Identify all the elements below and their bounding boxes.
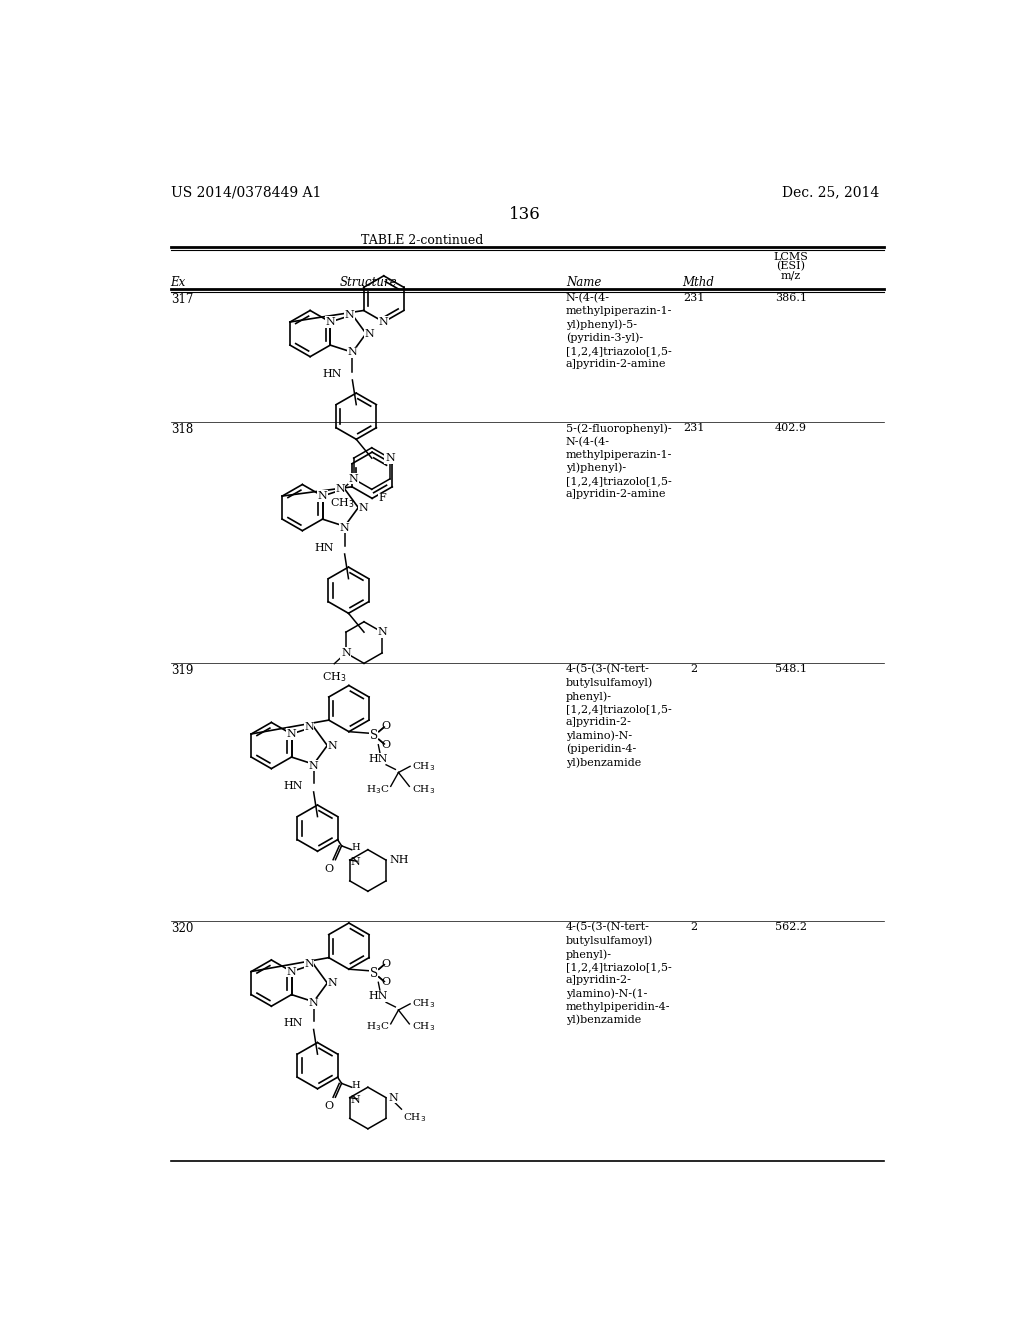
Text: CH$_3$: CH$_3$ (413, 760, 435, 772)
Text: N: N (349, 474, 358, 484)
Text: N: N (287, 966, 296, 977)
Text: N: N (347, 347, 357, 358)
Text: N: N (309, 760, 318, 771)
Text: N: N (304, 722, 313, 731)
Text: O: O (381, 721, 390, 731)
Text: Ex: Ex (171, 276, 186, 289)
Text: HN: HN (284, 1018, 303, 1028)
Text: N: N (309, 998, 318, 1008)
Text: US 2014/0378449 A1: US 2014/0378449 A1 (171, 185, 321, 199)
Text: Structure: Structure (339, 276, 397, 289)
Text: N: N (388, 1093, 398, 1102)
Text: N: N (385, 453, 394, 463)
Text: S: S (370, 729, 378, 742)
Text: HN: HN (369, 991, 388, 1001)
Text: 136: 136 (509, 206, 541, 223)
Text: N: N (358, 503, 368, 512)
Text: N: N (326, 317, 335, 327)
Text: O: O (381, 958, 390, 969)
Text: 402.9: 402.9 (774, 424, 807, 433)
Text: Name: Name (566, 276, 601, 289)
Text: HN: HN (369, 754, 388, 763)
Text: TABLE 2-continued: TABLE 2-continued (361, 234, 483, 247)
Text: N: N (341, 648, 351, 657)
Text: N: N (335, 484, 345, 494)
Text: 2: 2 (690, 923, 697, 932)
Text: N-(4-(4-
methylpiperazin-1-
yl)phenyl)-5-
(pyridin-3-yl)-
[1,2,4]triazolo[1,5-
a: N-(4-(4- methylpiperazin-1- yl)phenyl)-5… (566, 293, 672, 370)
Text: N: N (327, 741, 337, 751)
Text: 231: 231 (683, 293, 705, 304)
Text: H: H (351, 1081, 359, 1089)
Text: m/z: m/z (780, 271, 801, 280)
Text: Dec. 25, 2014: Dec. 25, 2014 (782, 185, 880, 199)
Text: CH$_3$: CH$_3$ (413, 783, 435, 796)
Text: HN: HN (284, 780, 303, 791)
Text: N: N (317, 491, 328, 502)
Text: H$_3$C: H$_3$C (366, 1020, 389, 1034)
Text: N: N (327, 978, 337, 989)
Text: 318: 318 (171, 424, 193, 437)
Text: 4-(5-(3-(N-tert-
butylsulfamoyl)
phenyl)-
[1,2,4]triazolo[1,5-
a]pyridin-2-
ylam: 4-(5-(3-(N-tert- butylsulfamoyl) phenyl)… (566, 923, 672, 1026)
Text: LCMS: LCMS (773, 252, 808, 261)
Text: O: O (381, 739, 390, 750)
Text: 231: 231 (683, 424, 705, 433)
Text: 2: 2 (690, 664, 697, 675)
Text: N: N (350, 858, 360, 867)
Text: H: H (351, 843, 359, 851)
Text: Mthd: Mthd (682, 276, 714, 289)
Text: N: N (350, 1094, 360, 1105)
Text: CH$_3$: CH$_3$ (322, 669, 346, 684)
Text: F: F (378, 494, 386, 503)
Text: 317: 317 (171, 293, 193, 306)
Text: O: O (381, 977, 390, 987)
Text: N: N (365, 329, 374, 338)
Text: N: N (287, 729, 296, 739)
Text: N: N (379, 317, 389, 327)
Text: NH: NH (390, 855, 410, 865)
Text: N: N (344, 310, 354, 319)
Text: O: O (325, 863, 334, 874)
Text: 320: 320 (171, 923, 193, 936)
Text: N: N (377, 627, 387, 638)
Text: N: N (340, 523, 349, 533)
Text: O: O (325, 1101, 334, 1111)
Text: S: S (370, 966, 378, 979)
Text: CH$_3$: CH$_3$ (330, 496, 354, 510)
Text: CH$_3$: CH$_3$ (413, 998, 435, 1010)
Text: 4-(5-(3-(N-tert-
butylsulfamoyl)
phenyl)-
[1,2,4]triazolo[1,5-
a]pyridin-2-
ylam: 4-(5-(3-(N-tert- butylsulfamoyl) phenyl)… (566, 664, 672, 768)
Text: 319: 319 (171, 664, 193, 677)
Text: 386.1: 386.1 (774, 293, 807, 304)
Text: CH$_3$: CH$_3$ (403, 1111, 426, 1125)
Text: 5-(2-fluorophenyl)-
N-(4-(4-
methylpiperazin-1-
yl)phenyl)-
[1,2,4]triazolo[1,5-: 5-(2-fluorophenyl)- N-(4-(4- methylpiper… (566, 424, 672, 499)
Text: H$_3$C: H$_3$C (366, 783, 389, 796)
Text: 562.2: 562.2 (774, 923, 807, 932)
Text: 548.1: 548.1 (774, 664, 807, 675)
Text: N: N (304, 960, 313, 969)
Text: HN: HN (314, 543, 334, 553)
Text: HN: HN (322, 368, 342, 379)
Text: (ESI): (ESI) (776, 261, 805, 271)
Text: CH$_3$: CH$_3$ (413, 1020, 435, 1034)
